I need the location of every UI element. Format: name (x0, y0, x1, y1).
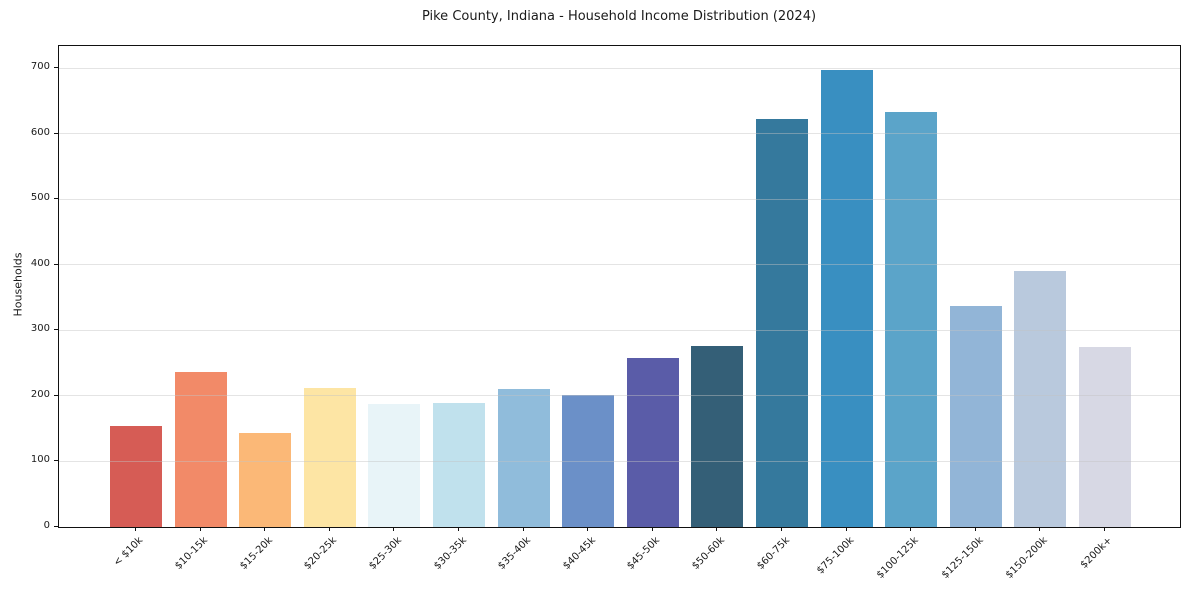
x-tick-mark (457, 527, 459, 531)
y-tick-mark (54, 526, 58, 527)
x-tick-mark (716, 527, 718, 531)
y-tick-label: 0 (43, 520, 50, 531)
x-tick-label: $50-60k (690, 535, 728, 572)
x-tick-label: $100-125k (874, 535, 921, 581)
x-tick-label: $15-20k (237, 535, 275, 572)
x-tick-label: $30-35k (431, 535, 469, 572)
y-tick-label: 500 (30, 192, 50, 204)
bar (174, 372, 227, 527)
y-tick-label: 100 (30, 454, 50, 466)
x-tick-mark (199, 527, 201, 531)
x-tick-mark (328, 527, 330, 531)
y-tick-mark (54, 198, 58, 200)
y-tick-mark (54, 460, 58, 462)
x-tick-label: $35-40k (496, 535, 534, 572)
y-tick-label: 200 (30, 388, 50, 400)
x-tick-mark (1103, 527, 1105, 531)
bar (949, 305, 1002, 527)
y-tick-mark (54, 67, 58, 69)
bar (820, 70, 873, 527)
y-tick-label: 600 (30, 126, 50, 138)
x-tick-label: $45-50k (625, 535, 663, 572)
bar (497, 388, 550, 527)
x-tick-label: $25-30k (367, 535, 405, 572)
x-tick-label: $20-25k (302, 535, 340, 572)
x-tick-mark (651, 527, 653, 531)
y-tick-label: 700 (30, 61, 50, 73)
y-tick-mark (54, 329, 58, 331)
x-tick-mark (522, 527, 524, 531)
x-tick-label: $60-75k (754, 535, 792, 572)
bar (368, 404, 421, 527)
bar (239, 432, 292, 527)
x-tick-mark (393, 527, 395, 531)
x-tick-mark (845, 527, 847, 531)
x-tick-mark (1039, 527, 1041, 531)
y-axis-label: Households (11, 252, 25, 317)
bar (432, 403, 485, 527)
bar (691, 346, 744, 527)
x-tick-mark (910, 527, 912, 531)
plot-area (58, 45, 1181, 528)
y-tick-label: 400 (30, 257, 50, 269)
y-tick-label: 300 (30, 323, 50, 335)
bar (562, 394, 615, 527)
bar (109, 426, 162, 527)
x-tick-mark (264, 527, 266, 531)
x-tick-mark (974, 527, 976, 531)
x-tick-label: $40-45k (560, 535, 598, 572)
y-tick-mark (54, 394, 58, 396)
x-tick-mark (780, 527, 782, 531)
x-tick-label: < $10k (112, 535, 146, 569)
bar (626, 357, 679, 527)
bar (885, 111, 938, 527)
x-tick-label: $10-15k (173, 535, 211, 572)
x-tick-label: $150-200k (1004, 535, 1051, 581)
x-tick-label: $75-100k (814, 535, 857, 577)
y-tick-mark (54, 132, 58, 134)
x-tick-label: $200k+ (1078, 535, 1115, 571)
bar (755, 119, 808, 527)
x-tick-mark (587, 527, 589, 531)
y-tick-mark (54, 263, 58, 265)
x-tick-label: $125-150k (939, 535, 986, 581)
bar (1014, 270, 1067, 527)
bar (303, 388, 356, 527)
x-tick-mark (134, 527, 136, 531)
bar (1078, 347, 1131, 527)
bars-layer (59, 46, 1180, 527)
chart-title: Pike County, Indiana - Household Income … (421, 9, 817, 24)
